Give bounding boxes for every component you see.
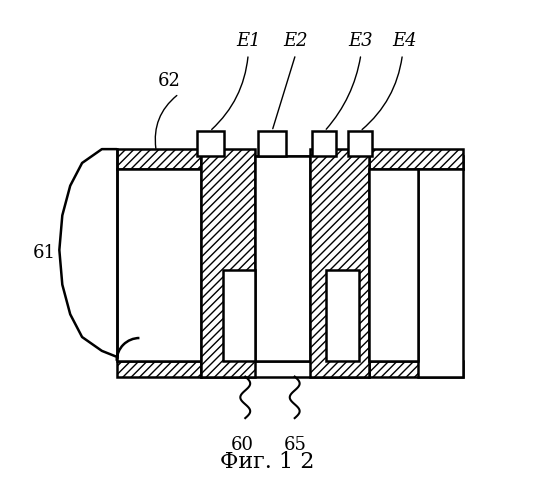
- Text: 62: 62: [158, 72, 180, 90]
- Text: 65: 65: [284, 436, 307, 454]
- Text: E3: E3: [349, 32, 373, 50]
- Bar: [369, 361, 463, 376]
- Bar: [348, 132, 372, 156]
- Text: E2: E2: [284, 32, 308, 50]
- Text: Фиг. 1 2: Фиг. 1 2: [220, 450, 314, 472]
- Bar: [418, 169, 463, 376]
- Text: E4: E4: [392, 32, 417, 50]
- Text: E1: E1: [236, 32, 261, 50]
- Bar: [197, 132, 225, 156]
- Bar: [201, 156, 463, 169]
- Bar: [326, 270, 359, 361]
- Text: 60: 60: [231, 436, 254, 454]
- Bar: [255, 156, 310, 361]
- Bar: [117, 361, 201, 376]
- Bar: [223, 270, 255, 361]
- Bar: [369, 169, 418, 361]
- Bar: [258, 132, 286, 156]
- Bar: [117, 149, 201, 169]
- Bar: [201, 149, 255, 376]
- Bar: [117, 169, 201, 361]
- Text: 61: 61: [33, 244, 56, 262]
- Bar: [310, 149, 369, 376]
- Bar: [201, 361, 369, 376]
- Bar: [369, 149, 463, 169]
- Bar: [312, 132, 336, 156]
